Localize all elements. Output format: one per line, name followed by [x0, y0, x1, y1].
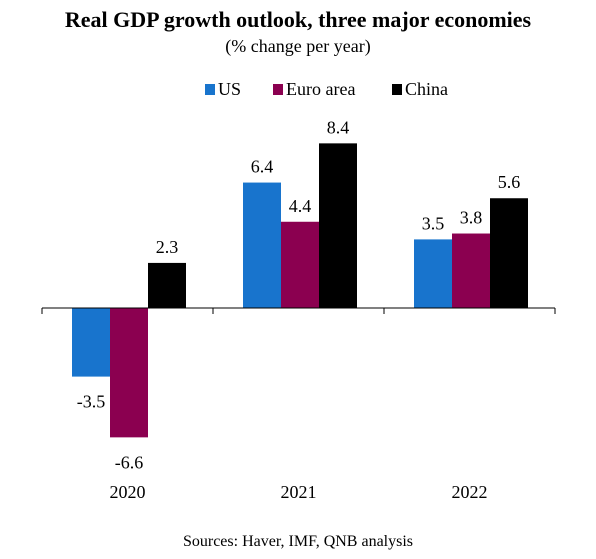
chart-title: Real GDP growth outlook, three major eco… [65, 7, 532, 32]
data-label-china-2021: 8.4 [327, 117, 350, 137]
legend-swatch-china [392, 84, 402, 95]
data-label-us-2022: 3.5 [422, 213, 445, 233]
x-tick-label-2022: 2022 [452, 482, 488, 502]
data-label-china-2020: 2.3 [156, 237, 179, 257]
bar-china-2020 [148, 262, 186, 308]
bar-euro-area-2020 [110, 308, 148, 438]
data-label-us-2020: -3.5 [77, 392, 106, 412]
data-label-euro-area-2020: -6.6 [115, 452, 144, 472]
bars-group [72, 143, 528, 438]
x-axis: 2020 2021 2022 [41, 307, 556, 502]
x-tick-label-2020: 2020 [110, 482, 146, 502]
bar-euro-area-2021 [281, 221, 319, 308]
legend-label-us: US [218, 79, 241, 99]
legend-swatch-us [205, 84, 215, 95]
source-note: Sources: Haver, IMF, QNB analysis [183, 533, 413, 550]
legend-swatch-euro-area [273, 84, 283, 95]
bar-euro-area-2022 [452, 233, 490, 308]
data-label-us-2021: 6.4 [251, 157, 274, 177]
x-tick-label-2021: 2021 [281, 482, 317, 502]
bar-us-2022 [414, 239, 452, 308]
bar-us-2021 [243, 182, 281, 308]
bar-china-2021 [319, 143, 357, 308]
data-labels: -3.5 -6.6 2.3 6.4 4.4 8.4 3.5 3.8 5.6 [77, 117, 521, 472]
bar-china-2022 [490, 198, 528, 308]
chart-subtitle: (% change per year) [225, 36, 370, 57]
legend: US Euro area China [205, 79, 448, 99]
legend-label-china: China [405, 79, 448, 99]
data-label-china-2022: 5.6 [498, 172, 521, 192]
bar-us-2020 [72, 308, 110, 377]
legend-label-euro-area: Euro area [286, 79, 355, 99]
data-label-euro-area-2022: 3.8 [460, 208, 483, 228]
data-label-euro-area-2021: 4.4 [289, 196, 312, 216]
